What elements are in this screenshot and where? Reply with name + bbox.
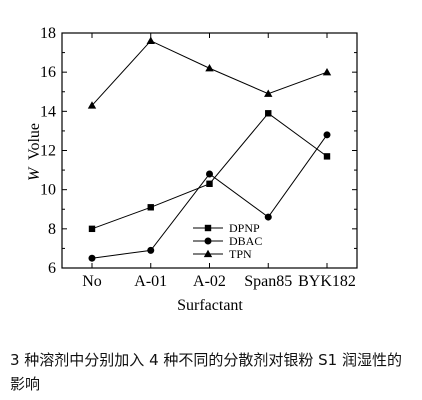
x-axis-label: Surfactant [177,297,243,314]
y-axis-label-italic: W [26,166,43,181]
data-point-tpn [205,64,214,72]
legend-marker-dpnp [204,224,212,232]
chart: 6 8 10 12 14 16 18 No A-01 A-02 Span85 BYK182 DPNP D… [26,25,358,314]
x-tick-label: Span85 [244,273,292,290]
data-point-dbac [323,131,331,139]
y-tick-label: 12 [40,143,56,160]
y-tick-label: 6 [48,260,56,277]
data-point-tpn [87,101,97,109]
y-tick-label: 14 [40,103,56,120]
y-axis-label: W Volue [26,123,43,181]
y-tick-label: 16 [40,64,56,81]
data-point-dpnp [323,153,331,160]
y-tick-label: 10 [40,182,56,199]
y-axis-label-rest: Volue [26,123,43,160]
data-point-tpn [264,89,273,97]
x-tick-label: A-01 [134,273,167,290]
legend-label-tpn: TPN [229,247,252,261]
data-point-tpn [146,36,155,44]
data-point-dbac [147,246,155,254]
data-point-dpnp [206,180,213,187]
legend-marker-dbac [204,237,212,245]
y-tick-label: 8 [48,221,56,238]
data-point-dpnp [88,225,96,233]
x-tick-label: BYK182 [298,273,356,290]
data-point-dbac [206,170,213,178]
data-point-dbac [264,213,272,221]
legend-marker-tpn [203,249,213,258]
x-tick-label: A-02 [193,273,226,290]
data-point-dpnp [147,204,154,211]
legend-label-dbac: DBAC [229,234,262,248]
data-point-tpn [322,67,332,76]
data-point-dpnp [265,110,272,117]
series-line-tpn [91,40,328,106]
data-point-dbac [88,254,96,262]
figure-caption: 3 种溶剂中分别加入 4 种不同的分散剂对银粉 S1 润湿性的影响 [10,351,402,393]
y-tick-label: 18 [40,25,56,42]
x-tick-label: No [82,273,102,290]
line-chart: 6 8 10 12 14 16 18 No A-01 A-02 Span85 BYK182 DPNPD… [26,25,358,314]
legend-label-dpnp: DPNP [229,221,260,235]
